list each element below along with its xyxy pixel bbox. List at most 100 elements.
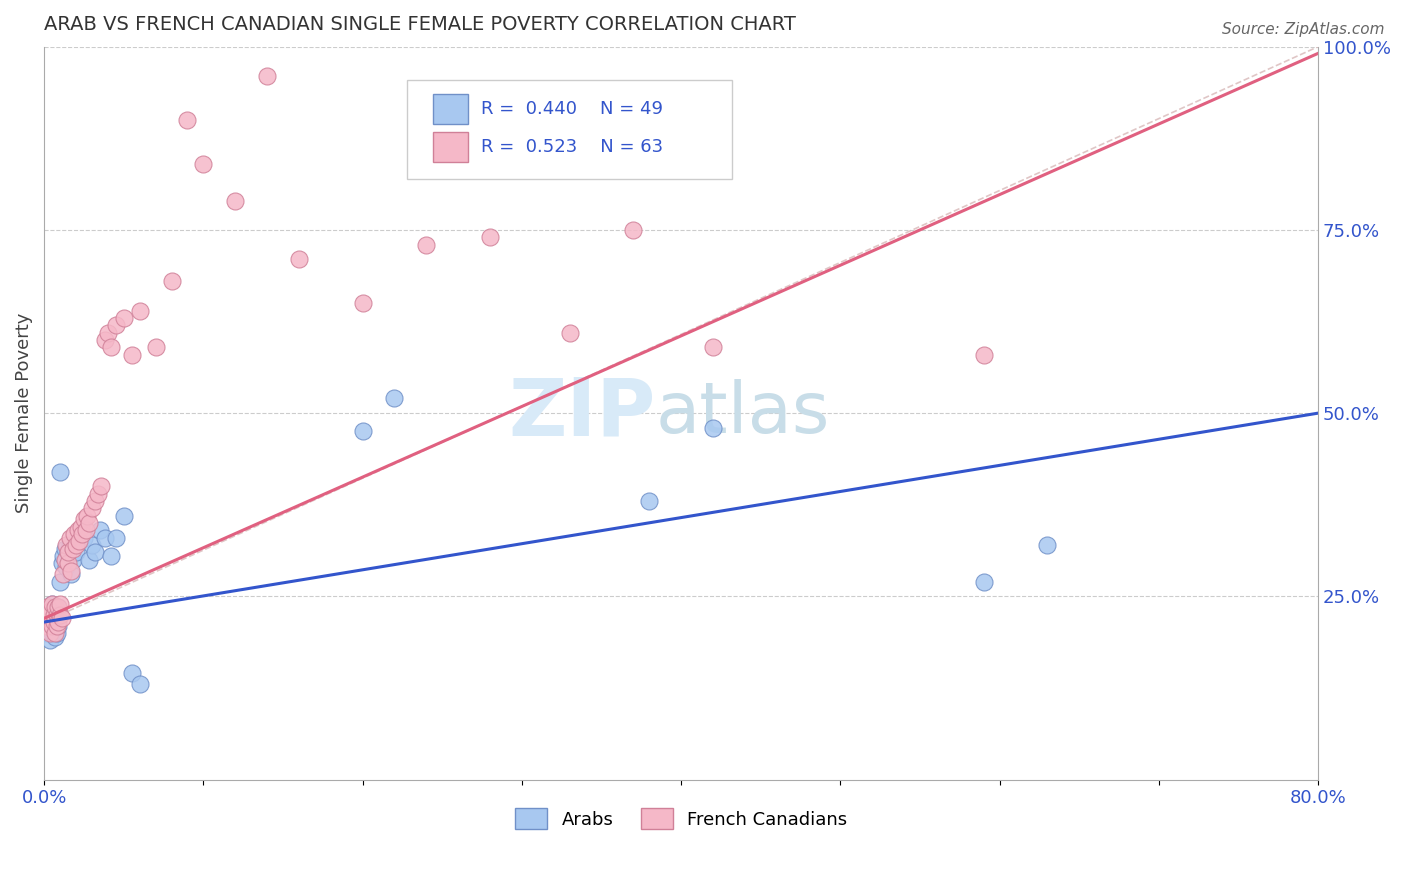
Point — [44, 615, 66, 629]
Point — [112, 310, 135, 325]
Point — [621, 223, 644, 237]
Point — [41, 597, 63, 611]
Point — [48, 615, 70, 629]
Text: Source: ZipAtlas.com: Source: ZipAtlas.com — [1222, 22, 1385, 37]
Point — [176, 112, 198, 127]
Point — [44, 626, 66, 640]
Point — [77, 516, 100, 530]
Point — [97, 326, 120, 340]
Point — [702, 421, 724, 435]
Point — [37, 618, 59, 632]
Point — [38, 611, 60, 625]
Point — [352, 425, 374, 439]
Point — [702, 340, 724, 354]
Point — [35, 615, 58, 629]
Point — [193, 157, 215, 171]
Point — [52, 549, 75, 563]
Point — [224, 194, 246, 208]
Point — [37, 604, 59, 618]
Point — [51, 611, 73, 625]
Point — [38, 615, 60, 629]
Point — [973, 347, 995, 361]
Point — [56, 545, 79, 559]
Point — [93, 333, 115, 347]
Point — [44, 604, 66, 618]
FancyBboxPatch shape — [408, 79, 733, 178]
Point — [41, 615, 63, 629]
Point — [56, 545, 79, 559]
Point — [51, 557, 73, 571]
Point — [38, 607, 60, 622]
Point — [128, 677, 150, 691]
Point — [90, 479, 112, 493]
Point — [48, 600, 70, 615]
Point — [58, 531, 80, 545]
Point — [42, 615, 65, 629]
Legend: Arabs, French Canadians: Arabs, French Canadians — [508, 801, 855, 837]
Point — [65, 545, 87, 559]
Point — [48, 600, 70, 615]
Text: atlas: atlas — [655, 378, 830, 448]
Point — [38, 618, 60, 632]
Point — [87, 487, 110, 501]
Point — [39, 604, 62, 618]
Point — [45, 607, 67, 622]
Point — [42, 623, 65, 637]
Point — [69, 520, 91, 534]
Text: R =  0.523    N = 63: R = 0.523 N = 63 — [481, 138, 664, 156]
Point — [49, 465, 72, 479]
Point — [44, 630, 66, 644]
Point — [39, 633, 62, 648]
Point — [160, 274, 183, 288]
Point — [39, 607, 62, 622]
Text: R =  0.440    N = 49: R = 0.440 N = 49 — [481, 100, 664, 118]
Point — [60, 564, 83, 578]
Point — [38, 600, 60, 615]
Point — [72, 527, 94, 541]
Point — [41, 626, 63, 640]
Point — [288, 252, 311, 267]
Point — [65, 538, 87, 552]
Point — [73, 512, 96, 526]
Point — [384, 392, 406, 406]
Point — [73, 531, 96, 545]
Point — [121, 347, 143, 361]
Point — [67, 534, 90, 549]
Point — [77, 552, 100, 566]
Point — [56, 557, 79, 571]
Point — [63, 527, 86, 541]
Point — [479, 230, 502, 244]
Point — [352, 296, 374, 310]
Point — [42, 607, 65, 622]
Point — [558, 326, 581, 340]
Point — [84, 494, 107, 508]
Point — [52, 567, 75, 582]
Point — [41, 597, 63, 611]
Point — [58, 538, 80, 552]
Point — [35, 611, 58, 625]
Point — [49, 574, 72, 589]
Point — [44, 600, 66, 615]
Point — [100, 340, 122, 354]
Point — [45, 618, 67, 632]
Point — [256, 69, 278, 83]
Point — [104, 531, 127, 545]
Point — [62, 552, 84, 566]
Point — [89, 524, 111, 538]
Point — [49, 597, 72, 611]
Point — [37, 600, 59, 615]
Point — [42, 611, 65, 625]
Point — [145, 340, 167, 354]
Point — [84, 545, 107, 559]
Point — [41, 618, 63, 632]
Point — [76, 508, 98, 523]
Point — [55, 560, 77, 574]
Point — [53, 552, 76, 566]
Point — [45, 626, 67, 640]
Point — [49, 607, 72, 622]
Point — [53, 541, 76, 556]
Point — [48, 618, 70, 632]
Point — [128, 303, 150, 318]
Point — [75, 524, 97, 538]
Point — [415, 237, 437, 252]
